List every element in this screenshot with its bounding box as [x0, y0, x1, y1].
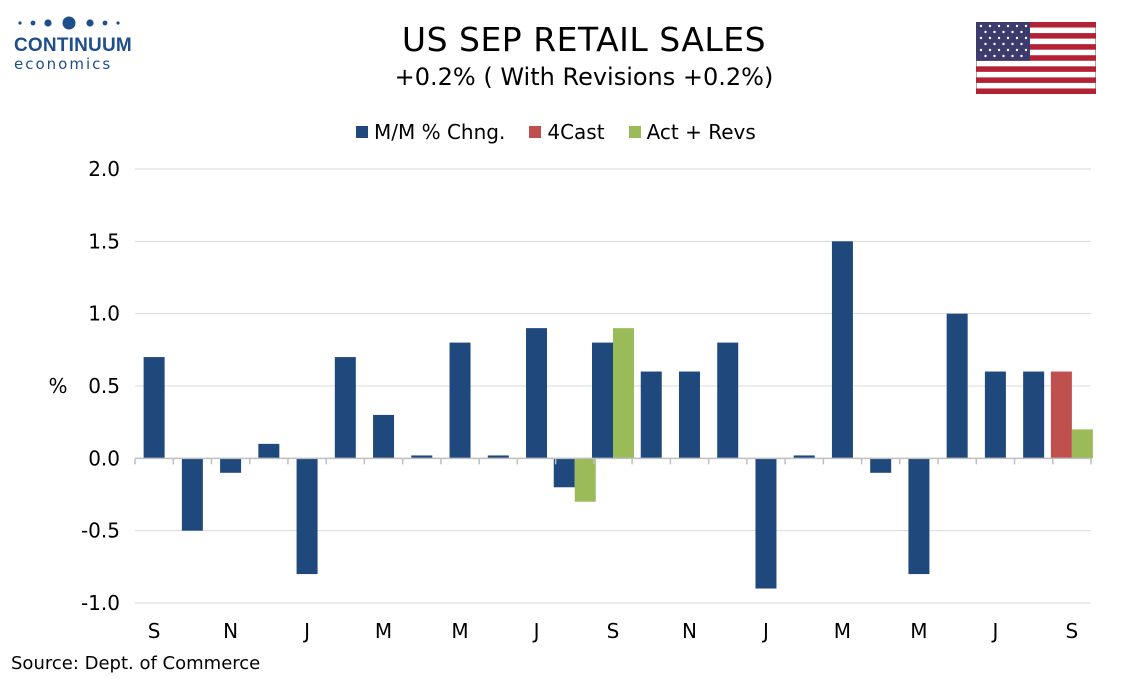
bar-mm [946, 313, 968, 459]
bar-mm [831, 241, 853, 459]
y-tick-label: -0.5 [81, 519, 120, 543]
logo-name: CONTINUUM [14, 35, 132, 56]
y-tick-label: -1.0 [81, 591, 120, 615]
bar-mm [793, 455, 815, 459]
legend-label-revised: Act + Revs [646, 120, 756, 144]
continuum-logo: CONTINUUM economics [14, 14, 134, 72]
bar-mm [984, 371, 1006, 459]
logo-subtitle: economics [14, 55, 113, 73]
x-tick-label: N [223, 619, 238, 643]
x-tick-label: M [834, 619, 851, 643]
x-tick-label: M [451, 619, 468, 643]
y-tick-label: 0.5 [88, 374, 120, 398]
bar-mm [553, 458, 575, 488]
y-axis-label: % [48, 374, 67, 398]
x-tick-label: J [532, 619, 540, 643]
x-tick-label: M [375, 619, 392, 643]
bar-revised [574, 458, 596, 502]
bar-mm [870, 458, 892, 473]
x-tick-label: S [148, 619, 161, 643]
bar-mm [258, 443, 280, 459]
x-tick-label: S [607, 619, 620, 643]
axes [134, 457, 1092, 465]
bar-mm [592, 342, 613, 459]
legend-item-revised: Act + Revs [628, 120, 756, 144]
x-tick-label: J [761, 619, 769, 643]
logo-dots-icon [18, 16, 120, 30]
bar-mm [334, 357, 356, 459]
legend-label-mm: M/M % Chng. [374, 120, 506, 144]
x-tick-label: J [302, 619, 310, 643]
axis-labels: 2.0 1.5 1.0 0.5 0.0 -0.5 -1.0% S N J M M J S N J M M J S [48, 157, 1078, 643]
bar-mm [678, 371, 700, 459]
x-tick-label: S [1066, 619, 1079, 643]
bar-mm [526, 328, 548, 459]
bar-mm [449, 342, 471, 459]
bar-mm [220, 458, 242, 473]
bar-revised [613, 328, 634, 459]
legend-swatch-mm [356, 126, 368, 138]
bar-mm [143, 357, 165, 459]
x-tick-label: M [910, 619, 927, 643]
legend-swatch-forecast [529, 126, 542, 138]
y-tick-label: 2.0 [88, 157, 120, 181]
y-tick-label: 0.0 [88, 446, 120, 470]
legend-item-mm: M/M % Chng. [356, 120, 505, 144]
x-tick-label: J [990, 619, 998, 643]
bar-mm [640, 371, 662, 459]
legend-item-forecast: 4Cast [529, 120, 605, 144]
bar-mm [373, 414, 395, 459]
bar-mm [755, 458, 777, 589]
chart-subtitle: +0.2% ( With Revisions +0.2%) [394, 63, 774, 91]
chart-legend: M/M % Chng. 4Cast Act + Revs [356, 120, 780, 144]
legend-swatch-revised [628, 126, 641, 138]
bars [143, 241, 1093, 589]
bar-mm [296, 458, 318, 575]
us-flag-icon [976, 22, 1096, 94]
chart-title: US SEP RETAIL SALES [401, 20, 767, 59]
bar-mm [181, 458, 203, 531]
x-tick-label: N [682, 619, 697, 643]
source-note: Source: Dept. of Commerce [11, 653, 261, 674]
bar-mm [717, 342, 739, 459]
gridlines [135, 168, 1091, 604]
y-tick-label: 1.5 [88, 229, 120, 253]
bar-mm [487, 455, 509, 459]
bar-mm [1023, 371, 1045, 459]
bar-mm [908, 458, 930, 575]
bar-mm [411, 455, 433, 459]
legend-label-forecast: 4Cast [547, 120, 605, 144]
bar-revised [1071, 429, 1093, 459]
y-tick-label: 1.0 [88, 302, 120, 326]
bar-forecast [1050, 371, 1072, 459]
